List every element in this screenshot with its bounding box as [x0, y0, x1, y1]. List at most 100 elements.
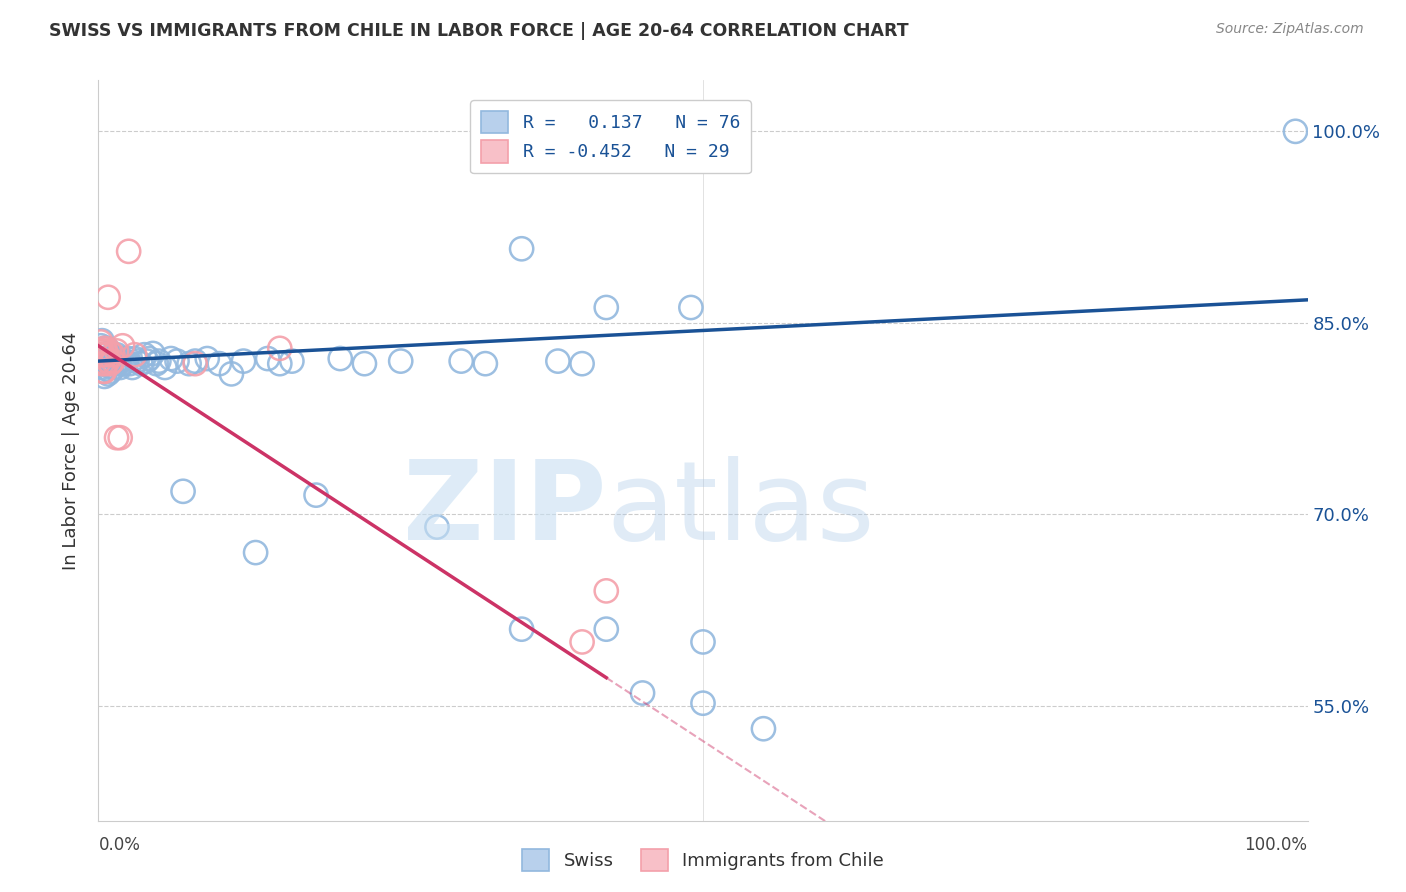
- Point: [105, 348, 128, 362]
- Point: [595, 301, 617, 315]
- Point: [100, 364, 122, 378]
- Point: [91, 364, 114, 378]
- Point: [101, 348, 124, 362]
- Text: 0.0%: 0.0%: [98, 836, 141, 854]
- Point: [166, 354, 188, 368]
- Point: [93, 364, 115, 378]
- Point: [89, 354, 111, 368]
- Point: [353, 357, 375, 371]
- Point: [142, 346, 165, 360]
- Point: [127, 354, 149, 368]
- Point: [93, 369, 115, 384]
- Point: [90, 334, 112, 349]
- Point: [547, 354, 569, 368]
- Legend: R =   0.137   N = 76, R = -0.452   N = 29: R = 0.137 N = 76, R = -0.452 N = 29: [470, 101, 751, 173]
- Point: [94, 351, 117, 366]
- Point: [97, 290, 120, 304]
- Point: [117, 351, 139, 366]
- Point: [94, 357, 117, 371]
- Point: [97, 354, 120, 368]
- Point: [89, 354, 111, 368]
- Point: [96, 348, 118, 362]
- Point: [305, 488, 328, 502]
- Point: [121, 360, 143, 375]
- Point: [89, 343, 111, 358]
- Point: [269, 357, 291, 371]
- Point: [129, 357, 152, 371]
- Point: [91, 357, 114, 371]
- Point: [98, 354, 121, 368]
- Text: ZIP: ZIP: [404, 456, 606, 563]
- Point: [148, 354, 170, 368]
- Point: [111, 357, 134, 371]
- Point: [114, 354, 136, 368]
- Point: [138, 351, 160, 366]
- Point: [108, 431, 131, 445]
- Point: [245, 545, 267, 559]
- Point: [90, 348, 112, 362]
- Point: [98, 343, 121, 358]
- Point: [510, 242, 533, 256]
- Point: [134, 348, 156, 362]
- Point: [184, 354, 207, 368]
- Point: [91, 334, 114, 348]
- Point: [124, 351, 146, 366]
- Point: [105, 343, 128, 358]
- Point: [595, 583, 617, 598]
- Point: [118, 357, 141, 371]
- Point: [153, 360, 176, 375]
- Point: [184, 357, 207, 371]
- Point: [91, 364, 114, 378]
- Point: [221, 367, 243, 381]
- Point: [97, 346, 120, 360]
- Text: 100.0%: 100.0%: [1244, 836, 1308, 854]
- Point: [179, 357, 201, 371]
- Point: [94, 343, 117, 358]
- Point: [93, 342, 115, 356]
- Point: [281, 354, 304, 368]
- Point: [91, 348, 114, 362]
- Point: [93, 342, 115, 356]
- Point: [571, 357, 593, 371]
- Point: [389, 354, 412, 368]
- Point: [679, 301, 702, 315]
- Point: [97, 367, 120, 381]
- Point: [105, 431, 128, 445]
- Point: [118, 244, 141, 259]
- Point: [474, 357, 496, 371]
- Point: [426, 520, 449, 534]
- Point: [98, 359, 121, 374]
- Point: [90, 360, 112, 375]
- Legend: Swiss, Immigrants from Chile: Swiss, Immigrants from Chile: [515, 842, 891, 879]
- Point: [91, 348, 114, 362]
- Point: [107, 357, 129, 371]
- Text: Source: ZipAtlas.com: Source: ZipAtlas.com: [1216, 22, 1364, 37]
- Point: [195, 351, 218, 366]
- Point: [91, 357, 114, 371]
- Point: [692, 696, 714, 710]
- Point: [256, 351, 278, 366]
- Point: [100, 357, 122, 371]
- Point: [94, 357, 117, 371]
- Point: [450, 354, 472, 368]
- Point: [571, 635, 593, 649]
- Point: [145, 357, 167, 371]
- Point: [96, 361, 118, 376]
- Point: [510, 622, 533, 636]
- Point: [160, 351, 183, 366]
- Point: [172, 484, 194, 499]
- Text: atlas: atlas: [606, 456, 875, 563]
- Point: [100, 349, 122, 363]
- Point: [101, 354, 124, 368]
- Point: [89, 343, 111, 358]
- Point: [108, 360, 131, 375]
- Point: [101, 354, 124, 368]
- Point: [111, 339, 134, 353]
- Point: [208, 357, 231, 371]
- Point: [329, 351, 352, 366]
- Text: SWISS VS IMMIGRANTS FROM CHILE IN LABOR FORCE | AGE 20-64 CORRELATION CHART: SWISS VS IMMIGRANTS FROM CHILE IN LABOR …: [49, 22, 908, 40]
- Point: [90, 339, 112, 353]
- Y-axis label: In Labor Force | Age 20-64: In Labor Force | Age 20-64: [62, 331, 80, 570]
- Point: [108, 354, 131, 368]
- Point: [103, 360, 125, 375]
